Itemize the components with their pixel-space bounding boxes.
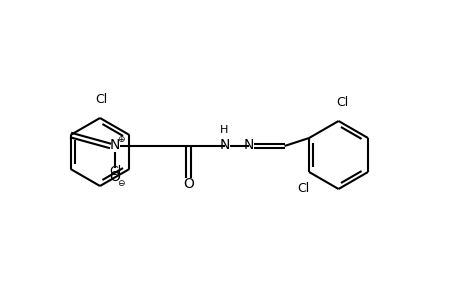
Text: N: N	[109, 138, 119, 152]
Text: Cl: Cl	[336, 96, 348, 109]
Text: N: N	[219, 138, 229, 152]
Text: ⊖: ⊖	[117, 178, 124, 188]
Text: N: N	[243, 138, 253, 152]
Text: ⊕: ⊕	[117, 134, 124, 143]
Text: O: O	[109, 170, 120, 184]
Text: Cl: Cl	[95, 93, 107, 106]
Text: Cl: Cl	[297, 182, 308, 195]
Text: Cl: Cl	[109, 164, 121, 178]
Text: O: O	[183, 177, 194, 191]
Text: H: H	[220, 125, 228, 135]
